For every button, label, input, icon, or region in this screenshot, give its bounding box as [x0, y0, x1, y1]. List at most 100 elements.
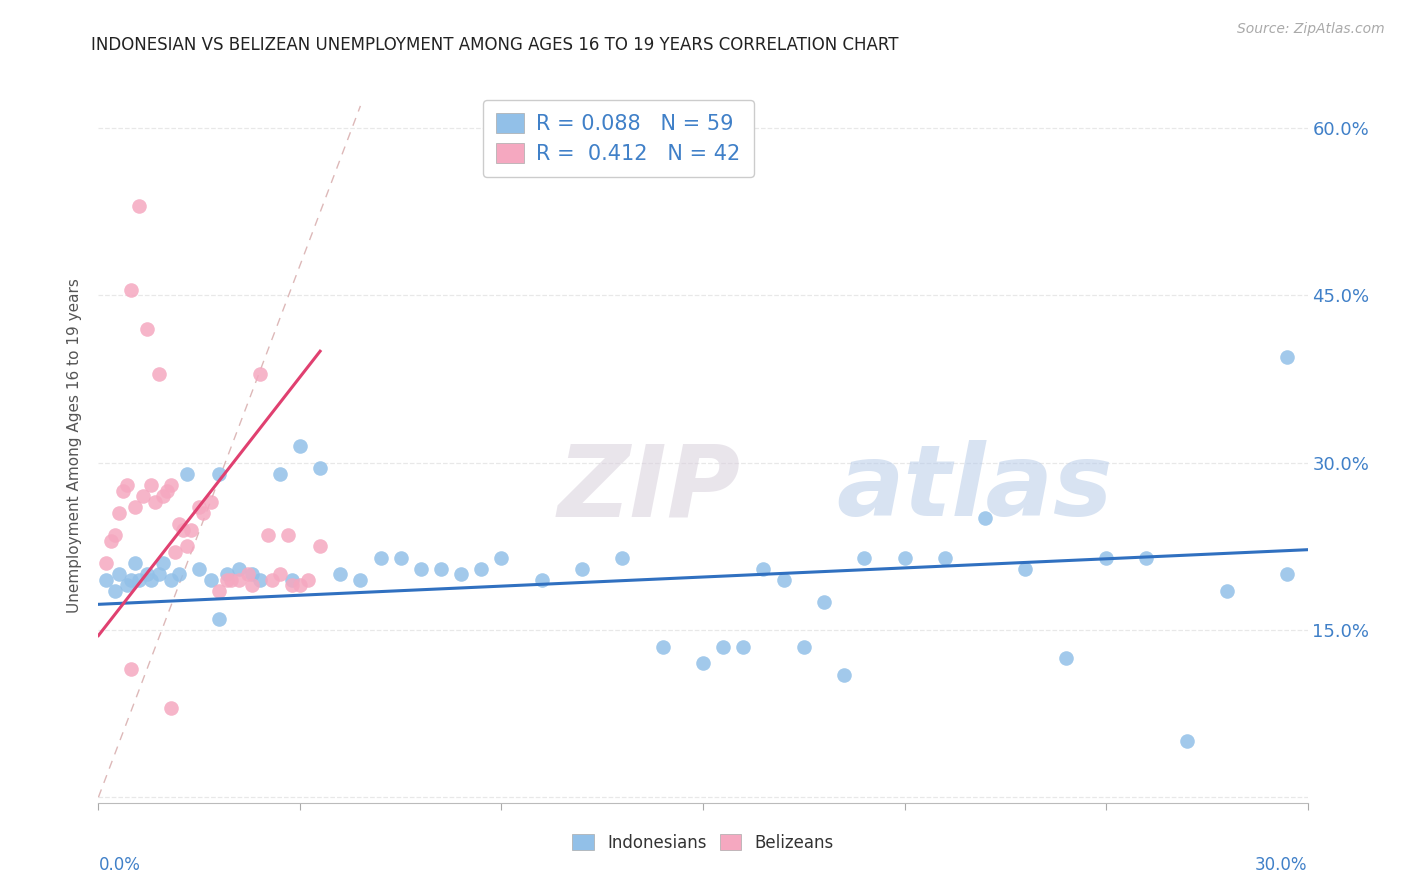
Point	[128, 573, 150, 587]
Point	[163, 545, 186, 559]
Point	[132, 489, 155, 503]
Point	[853, 550, 876, 565]
Point	[176, 467, 198, 481]
Point	[530, 573, 553, 587]
Point	[733, 640, 755, 654]
Point	[103, 583, 125, 598]
Point	[188, 500, 211, 515]
Point	[115, 478, 138, 492]
Point	[96, 556, 118, 570]
Point	[100, 533, 122, 548]
Point	[692, 657, 714, 671]
Point	[103, 528, 125, 542]
Point	[1216, 583, 1239, 598]
Point	[1277, 567, 1299, 582]
Point	[236, 567, 259, 582]
Point	[160, 478, 183, 492]
Text: 0.0%: 0.0%	[98, 856, 141, 874]
Point	[277, 528, 299, 542]
Point	[120, 573, 142, 587]
Point	[934, 550, 956, 565]
Point	[228, 562, 250, 576]
Point	[793, 640, 815, 654]
Legend: Indonesians, Belizeans: Indonesians, Belizeans	[565, 828, 841, 859]
Point	[167, 567, 190, 582]
Point	[832, 667, 855, 681]
Point	[349, 573, 371, 587]
Point	[193, 506, 215, 520]
Point	[491, 550, 513, 565]
Point	[711, 640, 734, 654]
Y-axis label: Unemployment Among Ages 16 to 19 years: Unemployment Among Ages 16 to 19 years	[67, 278, 83, 614]
Point	[152, 489, 174, 503]
Point	[1014, 562, 1036, 576]
Point	[200, 573, 222, 587]
Point	[152, 556, 174, 570]
Point	[893, 550, 915, 565]
Point	[188, 562, 211, 576]
Point	[772, 573, 794, 587]
Point	[1175, 734, 1198, 748]
Point	[309, 461, 332, 475]
Point	[297, 573, 319, 587]
Point	[135, 322, 157, 336]
Point	[135, 567, 157, 582]
Point	[1095, 550, 1118, 565]
Point	[221, 573, 243, 587]
Point	[120, 662, 142, 676]
Point	[1054, 651, 1077, 665]
Point	[240, 567, 263, 582]
Point	[148, 567, 170, 582]
Point	[974, 511, 997, 525]
Point	[208, 612, 231, 626]
Point	[128, 199, 150, 213]
Point	[612, 550, 634, 565]
Point	[651, 640, 673, 654]
Text: INDONESIAN VS BELIZEAN UNEMPLOYMENT AMONG AGES 16 TO 19 YEARS CORRELATION CHART: INDONESIAN VS BELIZEAN UNEMPLOYMENT AMON…	[91, 36, 898, 54]
Point	[288, 578, 311, 592]
Point	[148, 367, 170, 381]
Point	[249, 573, 271, 587]
Point	[281, 573, 304, 587]
Point	[124, 556, 146, 570]
Point	[96, 573, 118, 587]
Point	[450, 567, 472, 582]
Point	[160, 701, 183, 715]
Point	[752, 562, 775, 576]
Point	[143, 494, 166, 508]
Point	[249, 367, 271, 381]
Point	[269, 467, 291, 481]
Point	[160, 573, 183, 587]
Point	[208, 583, 231, 598]
Point	[180, 523, 202, 537]
Point	[228, 573, 250, 587]
Point	[470, 562, 492, 576]
Text: atlas: atlas	[837, 441, 1112, 537]
Point	[139, 478, 162, 492]
Point	[111, 483, 134, 498]
Point	[409, 562, 432, 576]
Point	[107, 567, 129, 582]
Point	[115, 578, 138, 592]
Point	[256, 528, 278, 542]
Text: 30.0%: 30.0%	[1256, 856, 1308, 874]
Point	[124, 500, 146, 515]
Point	[260, 573, 283, 587]
Point	[1135, 550, 1157, 565]
Point	[288, 439, 311, 453]
Point	[200, 494, 222, 508]
Point	[281, 578, 304, 592]
Point	[139, 573, 162, 587]
Point	[217, 573, 239, 587]
Point	[240, 578, 263, 592]
Point	[176, 539, 198, 553]
Text: ZIP: ZIP	[558, 441, 741, 537]
Point	[571, 562, 593, 576]
Point	[217, 567, 239, 582]
Text: Source: ZipAtlas.com: Source: ZipAtlas.com	[1237, 22, 1385, 37]
Point	[813, 595, 835, 609]
Point	[156, 483, 179, 498]
Point	[1277, 350, 1299, 364]
Point	[172, 523, 194, 537]
Point	[269, 567, 291, 582]
